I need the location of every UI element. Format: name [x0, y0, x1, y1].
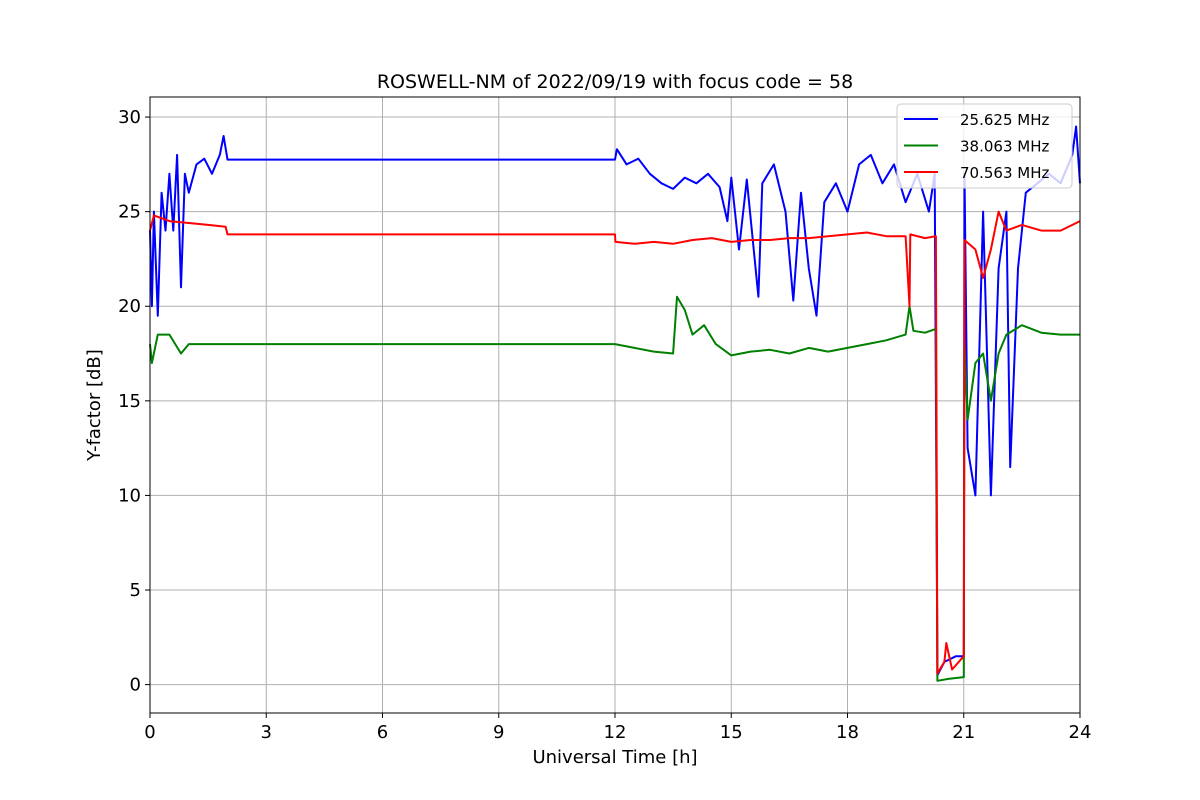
y-tick-label: 0 [130, 675, 141, 696]
x-tick-label: 21 [952, 722, 975, 743]
x-tick-label: 15 [720, 722, 743, 743]
y-tick-label: 25 [118, 202, 141, 223]
grid [149, 97, 1081, 713]
y-tick-label: 20 [118, 296, 141, 317]
legend: 25.625 MHz 38.063 MHz 70.563 MHz [896, 103, 1073, 189]
x-tick-label: 12 [604, 722, 627, 743]
chart-title: ROSWELL-NM of 2022/09/19 with focus code… [377, 71, 853, 93]
x-tick-label: 0 [144, 722, 155, 743]
y-tick-label: 30 [118, 107, 141, 128]
series-line-1 [149, 295, 1080, 682]
y-tick-label: 15 [118, 391, 141, 412]
series-lines [149, 125, 1081, 682]
y-ticks: 0 5 10 15 20 25 30 [118, 107, 150, 696]
x-ticks: 0 3 6 9 12 15 18 21 24 [144, 713, 1091, 743]
x-tick-label: 6 [377, 722, 388, 743]
x-tick-label: 3 [261, 722, 272, 743]
legend-label: 70.563 MHz [960, 164, 1049, 182]
y-tick-label: 5 [130, 580, 141, 601]
y-tick-label: 10 [118, 485, 141, 506]
y-axis-label: Y-factor [dB] [84, 349, 105, 462]
x-axis-label: Universal Time [h] [532, 747, 697, 768]
series-line-0 [149, 125, 1081, 677]
legend-box [896, 103, 1073, 189]
legend-label: 38.063 MHz [960, 138, 1049, 156]
x-tick-label: 24 [1069, 722, 1092, 743]
x-tick-label: 18 [836, 722, 859, 743]
legend-label: 25.625 MHz [960, 111, 1049, 129]
series-line-2 [149, 210, 1081, 675]
x-tick-label: 9 [493, 722, 504, 743]
